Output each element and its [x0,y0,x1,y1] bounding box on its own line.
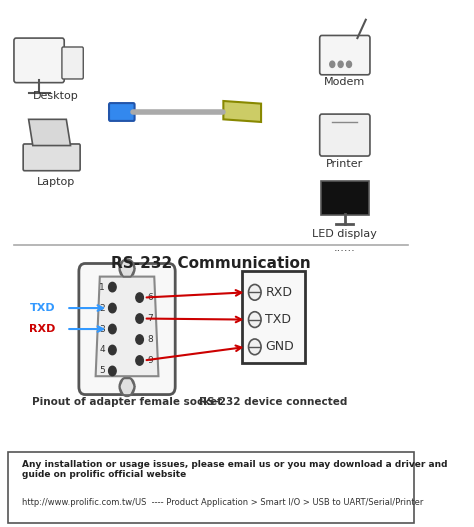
Text: http://www.prolific.com.tw/US  ---- Product Application > Smart I/O > USB to UAR: http://www.prolific.com.tw/US ---- Produ… [22,498,424,507]
Text: Laptop: Laptop [36,177,75,187]
Text: 1: 1 [99,282,105,291]
Text: RS-232 device connected: RS-232 device connected [200,397,348,407]
Circle shape [109,282,116,292]
Text: 5: 5 [99,366,105,375]
Circle shape [346,61,352,67]
FancyBboxPatch shape [62,47,83,79]
Text: LED display: LED display [312,229,377,239]
Text: Printer: Printer [326,159,364,169]
FancyBboxPatch shape [79,264,175,395]
FancyBboxPatch shape [23,144,80,171]
Circle shape [136,314,143,323]
Polygon shape [28,119,71,145]
Circle shape [109,345,116,355]
FancyBboxPatch shape [242,271,305,363]
FancyBboxPatch shape [14,38,64,83]
Circle shape [109,304,116,313]
Circle shape [119,259,135,278]
Text: 6: 6 [147,293,153,302]
Circle shape [109,366,116,376]
Circle shape [338,61,343,67]
Circle shape [248,339,261,355]
FancyBboxPatch shape [109,103,135,121]
Circle shape [109,324,116,334]
Circle shape [248,312,261,327]
Text: RXD: RXD [29,324,56,334]
Text: RS-232 Communication: RS-232 Communication [111,256,310,271]
FancyBboxPatch shape [8,452,414,523]
Circle shape [119,377,135,396]
Text: 8: 8 [147,335,153,344]
Circle shape [330,61,335,67]
FancyBboxPatch shape [319,35,370,75]
FancyBboxPatch shape [321,181,369,214]
Text: 4: 4 [99,346,105,355]
Circle shape [136,335,143,344]
Text: 9: 9 [147,356,153,365]
Circle shape [136,293,143,302]
Polygon shape [96,277,158,376]
Text: 3: 3 [99,325,105,334]
Text: Pinout of adapter female socket: Pinout of adapter female socket [32,397,222,407]
FancyBboxPatch shape [319,114,370,156]
Text: 2: 2 [99,304,105,313]
Text: ......: ...... [334,242,356,252]
Text: 7: 7 [147,314,153,323]
Text: Any installation or usage issues, please email us or you may download a driver a: Any installation or usage issues, please… [22,460,448,480]
Polygon shape [223,101,261,122]
Text: TXD: TXD [30,303,56,313]
Circle shape [136,356,143,365]
Text: RXD: RXD [265,286,292,299]
Text: Modem: Modem [324,77,365,87]
Text: TXD: TXD [265,313,291,326]
Text: GND: GND [265,340,294,353]
Circle shape [248,285,261,300]
Text: Desktop: Desktop [33,91,79,101]
